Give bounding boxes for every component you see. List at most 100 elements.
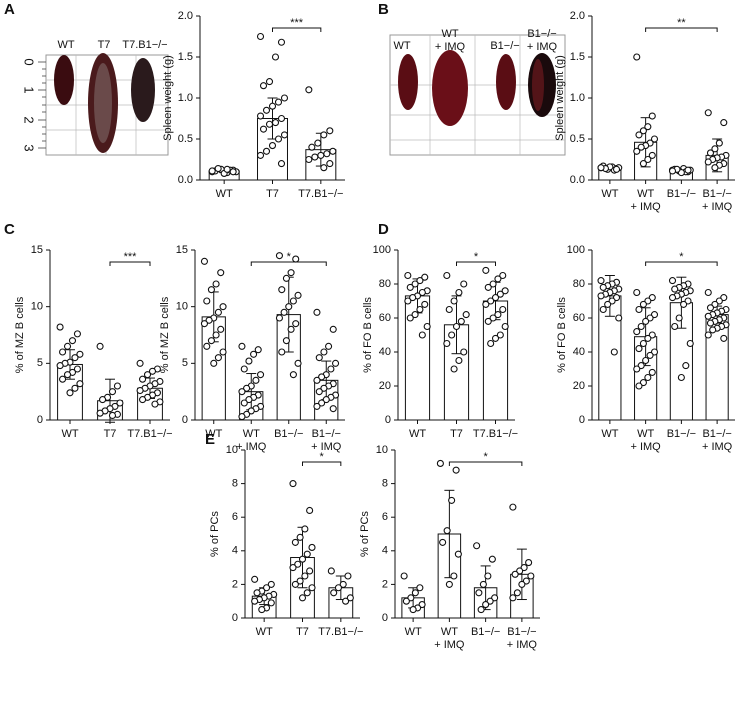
data-point — [411, 589, 419, 597]
data-point — [267, 599, 275, 607]
y-axis-label: % of PCs — [209, 511, 221, 557]
data-point — [289, 371, 297, 379]
data-point — [404, 297, 412, 305]
data-point — [706, 149, 715, 157]
x-tick-label: WT + IMQ — [236, 428, 267, 453]
y-tick-label: 0.5 — [178, 133, 193, 145]
data-point — [318, 399, 326, 407]
data-point — [271, 53, 280, 61]
data-point — [644, 334, 652, 342]
data-point — [240, 365, 248, 373]
y-tick-label: 80 — [379, 278, 391, 290]
significance-bracket — [448, 461, 523, 466]
data-point — [633, 53, 641, 61]
data-point — [212, 331, 220, 339]
significance-bracket — [645, 261, 718, 266]
data-point — [597, 164, 605, 172]
chart: 0 5 10 15 % of MZ B cells WT T7 T7.B1−/− *** — [14, 244, 173, 440]
photo-label: WT — [57, 39, 74, 51]
y-tick-label: 4 — [382, 545, 388, 557]
data-point — [494, 311, 502, 319]
y-tick-label: 10 — [226, 444, 238, 456]
data-point — [151, 400, 159, 408]
x-tick-label: WT — [205, 428, 222, 440]
data-point — [303, 550, 311, 558]
y-tick-label: 1.0 — [570, 92, 585, 104]
data-point — [139, 375, 147, 383]
data-point — [329, 147, 337, 155]
ruler-label: 3 — [22, 144, 37, 151]
data-point — [256, 371, 265, 379]
data-point — [200, 320, 208, 328]
chart: 0.0 0.5 1.0 1.5 2.0 Spleen weight (g) WT T7 T7.B… — [162, 10, 345, 200]
y-axis-label: Spleen weight (g) — [162, 55, 174, 141]
data-point — [229, 168, 237, 176]
x-tick-label: B1−/− — [667, 428, 696, 440]
data-point — [644, 123, 652, 131]
y-tick-label: 6 — [232, 511, 238, 523]
x-tick-label: T7.B1−/− — [318, 626, 363, 638]
data-point — [217, 269, 225, 277]
data-point — [308, 543, 316, 551]
data-point — [639, 160, 647, 168]
data-point — [418, 331, 426, 339]
y-tick-label: 4 — [232, 545, 238, 557]
x-tick-label: WT + IMQ — [434, 626, 465, 651]
data-point — [501, 287, 509, 295]
data-point — [301, 525, 309, 533]
data-point — [668, 167, 677, 175]
data-point — [423, 322, 431, 331]
data-point — [63, 371, 72, 379]
y-axis-label: % of FO B cells — [556, 297, 568, 373]
data-point — [635, 131, 643, 139]
data-point — [205, 316, 213, 324]
data-point — [339, 580, 347, 588]
data-point — [443, 339, 451, 348]
data-point — [278, 348, 286, 356]
y-tick-label: 15 — [176, 244, 188, 256]
data-point — [448, 496, 456, 504]
data-point — [313, 376, 321, 384]
data-point — [71, 354, 79, 362]
data-point — [219, 348, 227, 356]
data-point — [416, 584, 424, 592]
spleen-highlight — [532, 59, 544, 111]
data-point — [487, 297, 495, 305]
data-point — [671, 285, 679, 293]
y-tick-label: 1.5 — [570, 51, 585, 63]
data-point — [148, 367, 157, 375]
data-point — [296, 533, 304, 541]
data-point — [477, 606, 485, 614]
data-point — [308, 143, 316, 151]
data-point — [278, 286, 286, 294]
data-point — [250, 350, 258, 358]
data-point — [473, 542, 481, 550]
data-point — [292, 255, 300, 263]
data-point — [66, 389, 74, 397]
chart: 0 20 40 60 80 100 % of FO B cells WT T7 T7.B1−/− * — [362, 244, 518, 440]
x-tick-label: T7 — [450, 428, 463, 440]
y-tick-label: 6 — [382, 511, 388, 523]
data-point — [256, 32, 265, 41]
data-point — [684, 166, 692, 174]
data-point — [329, 405, 337, 413]
data-point — [136, 386, 144, 395]
data-point — [318, 373, 326, 381]
data-point — [633, 147, 641, 155]
data-point — [291, 580, 299, 588]
y-axis-label: % of MZ B cells — [159, 296, 171, 373]
y-tick-label: 0 — [382, 612, 388, 624]
y-tick-label: 0 — [232, 612, 238, 624]
data-point — [294, 359, 302, 367]
significance-label: *** — [124, 251, 138, 263]
x-tick-label: WT + IMQ — [630, 188, 661, 213]
data-point — [208, 167, 216, 175]
data-point — [496, 290, 504, 298]
photo-grid — [389, 34, 566, 156]
y-tick-label: 10 — [31, 301, 43, 313]
data-point — [494, 275, 502, 283]
data-point — [400, 572, 408, 580]
data-point — [462, 311, 470, 319]
x-tick-label: T7.B1−/− — [473, 428, 518, 440]
data-point — [325, 342, 333, 350]
